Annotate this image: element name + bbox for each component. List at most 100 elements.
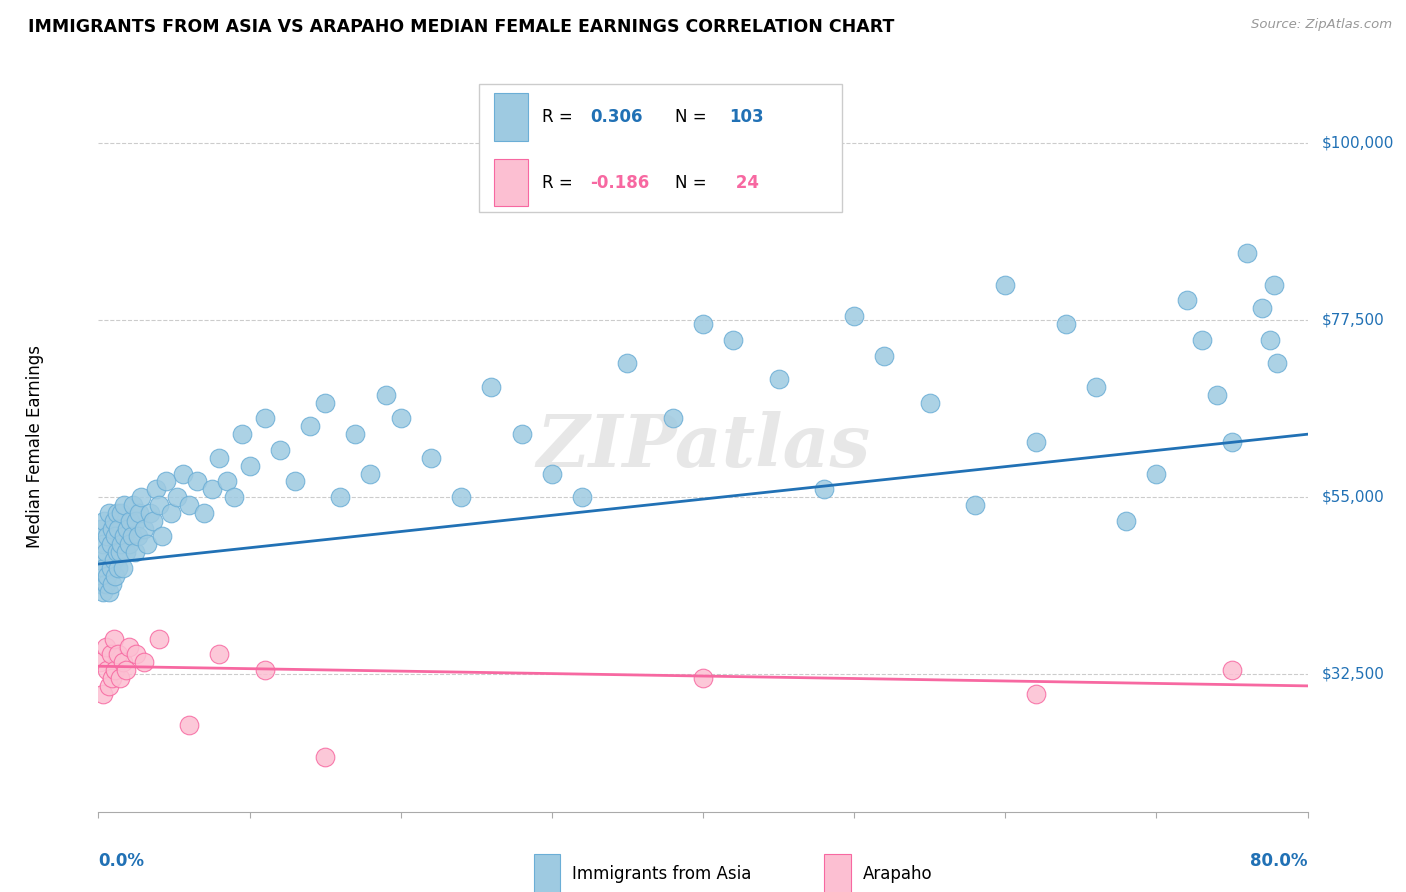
Point: [1220, 435, 1243, 450]
Text: 24: 24: [730, 174, 759, 192]
Text: Immigrants from Asia: Immigrants from Asia: [572, 865, 752, 883]
Point: [91, 584, 114, 599]
Point: [104, 529, 127, 543]
Point: [98, 506, 121, 520]
Text: Median Female Earnings: Median Female Earnings: [25, 344, 44, 548]
Point: [90, 576, 112, 591]
Point: [253, 411, 276, 425]
Point: [1251, 301, 1274, 316]
Text: 0.306: 0.306: [591, 108, 643, 126]
Point: [101, 671, 124, 685]
Point: [329, 490, 352, 504]
Point: [1220, 663, 1243, 677]
Text: 80.0%: 80.0%: [1250, 852, 1308, 870]
Point: [571, 490, 593, 504]
Point: [100, 561, 122, 575]
Text: Arapaho: Arapaho: [863, 865, 932, 883]
Point: [215, 475, 238, 489]
Point: [104, 568, 127, 582]
Point: [1263, 277, 1285, 292]
Point: [616, 356, 638, 370]
FancyBboxPatch shape: [494, 159, 527, 206]
Point: [965, 498, 987, 512]
Point: [692, 317, 714, 331]
Point: [124, 545, 146, 559]
Point: [1206, 388, 1229, 402]
Text: ZIPatlas: ZIPatlas: [536, 410, 870, 482]
Text: 0.0%: 0.0%: [98, 852, 145, 870]
Point: [107, 648, 129, 662]
Point: [344, 427, 367, 442]
Point: [101, 522, 124, 536]
Point: [125, 648, 148, 662]
Point: [94, 576, 117, 591]
Point: [450, 490, 472, 504]
Point: [510, 427, 533, 442]
Point: [104, 663, 127, 677]
Point: [1258, 333, 1281, 347]
Point: [299, 419, 322, 434]
Point: [121, 529, 143, 543]
Point: [374, 388, 396, 402]
Text: $100,000: $100,000: [1322, 136, 1393, 151]
Point: [1265, 356, 1288, 370]
Point: [166, 490, 188, 504]
Point: [89, 655, 111, 669]
Point: [105, 506, 128, 520]
Point: [135, 537, 157, 551]
Point: [107, 522, 129, 536]
Point: [1085, 380, 1108, 394]
Point: [239, 458, 262, 473]
Text: N =: N =: [675, 174, 711, 192]
Text: $32,500: $32,500: [1322, 666, 1385, 681]
Point: [111, 561, 134, 575]
Point: [201, 482, 224, 496]
Text: R =: R =: [543, 108, 578, 126]
Point: [90, 522, 112, 536]
Point: [129, 490, 152, 504]
Point: [150, 529, 173, 543]
Point: [224, 490, 246, 504]
Point: [108, 545, 131, 559]
Point: [1024, 687, 1046, 701]
Point: [118, 640, 141, 654]
Point: [96, 568, 118, 582]
Point: [94, 545, 117, 559]
Point: [873, 349, 896, 363]
Point: [269, 442, 291, 457]
Point: [145, 482, 167, 496]
Point: [132, 522, 155, 536]
Text: -0.186: -0.186: [591, 174, 650, 192]
Point: [127, 529, 149, 543]
Point: [118, 537, 141, 551]
Text: $77,500: $77,500: [1322, 313, 1385, 327]
Point: [1191, 333, 1213, 347]
Point: [481, 380, 503, 394]
Point: [314, 396, 336, 410]
Point: [1115, 514, 1137, 528]
Point: [103, 553, 125, 567]
Point: [105, 545, 128, 559]
Text: R =: R =: [543, 174, 578, 192]
Point: [1236, 246, 1258, 260]
Point: [125, 514, 148, 528]
Point: [100, 537, 122, 551]
Point: [122, 498, 145, 512]
Point: [110, 537, 132, 551]
Text: Source: ZipAtlas.com: Source: ZipAtlas.com: [1251, 18, 1392, 31]
Point: [107, 561, 129, 575]
Point: [231, 427, 253, 442]
Point: [100, 648, 122, 662]
FancyBboxPatch shape: [534, 854, 561, 892]
Point: [661, 411, 683, 425]
Point: [177, 498, 201, 512]
Point: [132, 655, 155, 669]
Point: [193, 506, 215, 520]
Point: [101, 576, 124, 591]
Point: [1144, 467, 1167, 481]
Text: N =: N =: [675, 108, 711, 126]
Point: [160, 506, 183, 520]
Text: 103: 103: [730, 108, 765, 126]
Point: [91, 687, 114, 701]
Point: [813, 482, 835, 496]
